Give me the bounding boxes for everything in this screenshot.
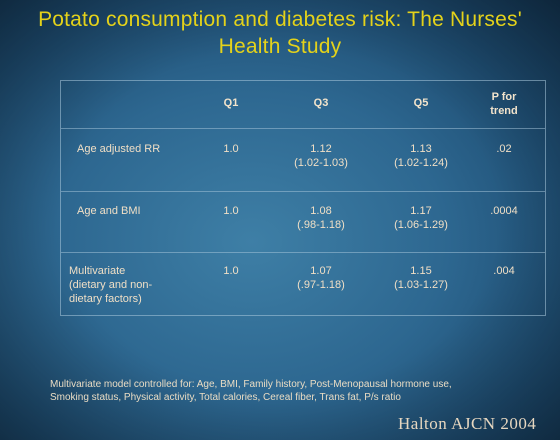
footnote: Multivariate model controlled for: Age, … [50, 378, 452, 404]
cell-p-trend: .02 [496, 143, 512, 155]
cell-q5-ci: (1.03-1.27) [394, 279, 448, 291]
results-table: Q1 Q3 Q5 P for trend Age adjusted RR 1.0… [60, 80, 546, 316]
footnote-line-1: Multivariate model controlled for: Age, … [50, 379, 452, 390]
header-q5: Q5 [413, 97, 429, 109]
row-label: dietary factors) [69, 293, 142, 305]
cell-q3-ci: (1.02-1.03) [294, 157, 348, 169]
cell-q5-rr: 1.15 [410, 265, 432, 277]
row-label: (dietary and non- [69, 279, 153, 291]
footnote-line-2: Smoking status, Physical activity, Total… [50, 392, 401, 403]
cell-q5-rr: 1.13 [410, 143, 432, 155]
cell-q5-ci: (1.06-1.29) [394, 219, 448, 231]
cell-q1: 1.0 [223, 265, 239, 277]
cell-q3-rr: 1.07 [310, 265, 332, 277]
row-label: Age and BMI [77, 205, 141, 217]
cell-q5-rr: 1.17 [410, 205, 432, 217]
header-trend: trend [490, 105, 518, 117]
cell-q3-rr: 1.12 [310, 143, 332, 155]
cell-q1: 1.0 [223, 143, 239, 155]
table-divider [61, 191, 545, 192]
title-line-2: Health Study [218, 35, 342, 58]
cell-p-trend: .0004 [490, 205, 518, 217]
table-divider [61, 252, 545, 253]
cell-q3-ci: (.97-1.18) [297, 279, 345, 291]
citation: Halton AJCN 2004 [398, 414, 537, 433]
header-p-for: P for [491, 91, 517, 103]
row-label: Age adjusted RR [77, 143, 161, 155]
cell-q1: 1.0 [223, 205, 239, 217]
cell-q5-ci: (1.02-1.24) [394, 157, 448, 169]
slide-title: Potato consumption and diabetes risk: Th… [0, 6, 560, 60]
cell-p-trend: .004 [493, 265, 515, 277]
cell-q3-ci: (.98-1.18) [297, 219, 345, 231]
row-label: Multivariate [69, 265, 126, 277]
header-q3: Q3 [313, 97, 329, 109]
header-q1: Q1 [223, 97, 239, 109]
table-divider [61, 128, 545, 129]
title-line-1: Potato consumption and diabetes risk: Th… [38, 8, 522, 31]
cell-q3-rr: 1.08 [310, 205, 332, 217]
